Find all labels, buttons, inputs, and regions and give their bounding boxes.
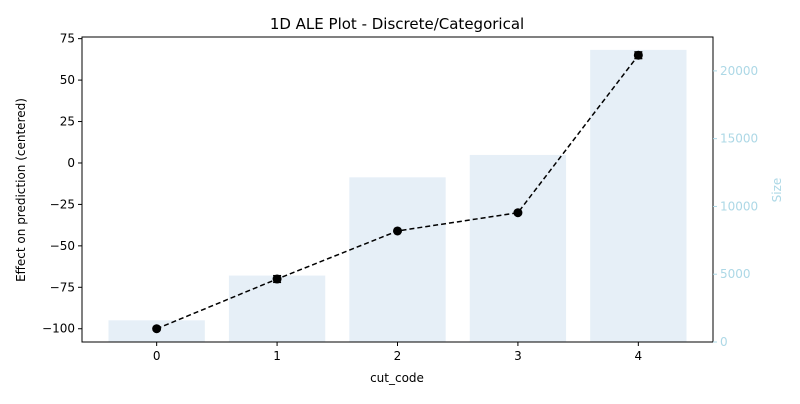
y-tick-label: 0 [67, 156, 75, 170]
labels-layer: 1D ALE Plot - Discrete/Categorical cut_c… [14, 15, 784, 385]
y-axis-label: Effect on prediction (centered) [14, 98, 28, 282]
right-axis-ticks: 0 5000 10000 15000 20000 [713, 64, 758, 349]
size-bar [228, 275, 326, 342]
y-tick-label: −50 [50, 239, 75, 253]
line-layer [152, 50, 643, 334]
x-tick-label: 2 [394, 349, 402, 363]
x-axis-ticks: 0 1 2 3 4 [153, 342, 642, 363]
x-tick-label: 3 [514, 349, 522, 363]
ale-point [152, 324, 162, 334]
size-bar [590, 49, 687, 342]
y-tick-label: 50 [60, 73, 75, 87]
right-axis-label: Size [770, 178, 784, 203]
y2-tick-label: 5000 [720, 267, 751, 281]
x-tick-label: 1 [273, 349, 281, 363]
size-bar [349, 177, 446, 342]
x-tick-label: 4 [635, 349, 643, 363]
x-tick-label: 0 [153, 349, 161, 363]
y-tick-label: −25 [50, 197, 75, 211]
y2-tick-label: 0 [720, 335, 728, 349]
ale-point [272, 274, 282, 284]
ale-point [513, 208, 523, 218]
y2-tick-label: 10000 [720, 199, 758, 213]
y-tick-label: −100 [42, 322, 75, 336]
size-bar [469, 154, 567, 342]
y-tick-label: 25 [60, 115, 75, 129]
ale-point [393, 226, 402, 236]
y-tick-label: 75 [60, 32, 75, 46]
x-axis-label: cut_code [370, 371, 424, 385]
left-axis-ticks: 75 50 25 0 −25 −50 −75 −100 [42, 32, 82, 336]
y2-tick-label: 20000 [720, 64, 758, 78]
y-tick-label: −75 [50, 280, 75, 294]
y2-tick-label: 15000 [720, 132, 758, 146]
bars-layer [108, 49, 687, 342]
chart-title: 1D ALE Plot - Discrete/Categorical [270, 15, 524, 33]
ale-point [633, 50, 643, 60]
